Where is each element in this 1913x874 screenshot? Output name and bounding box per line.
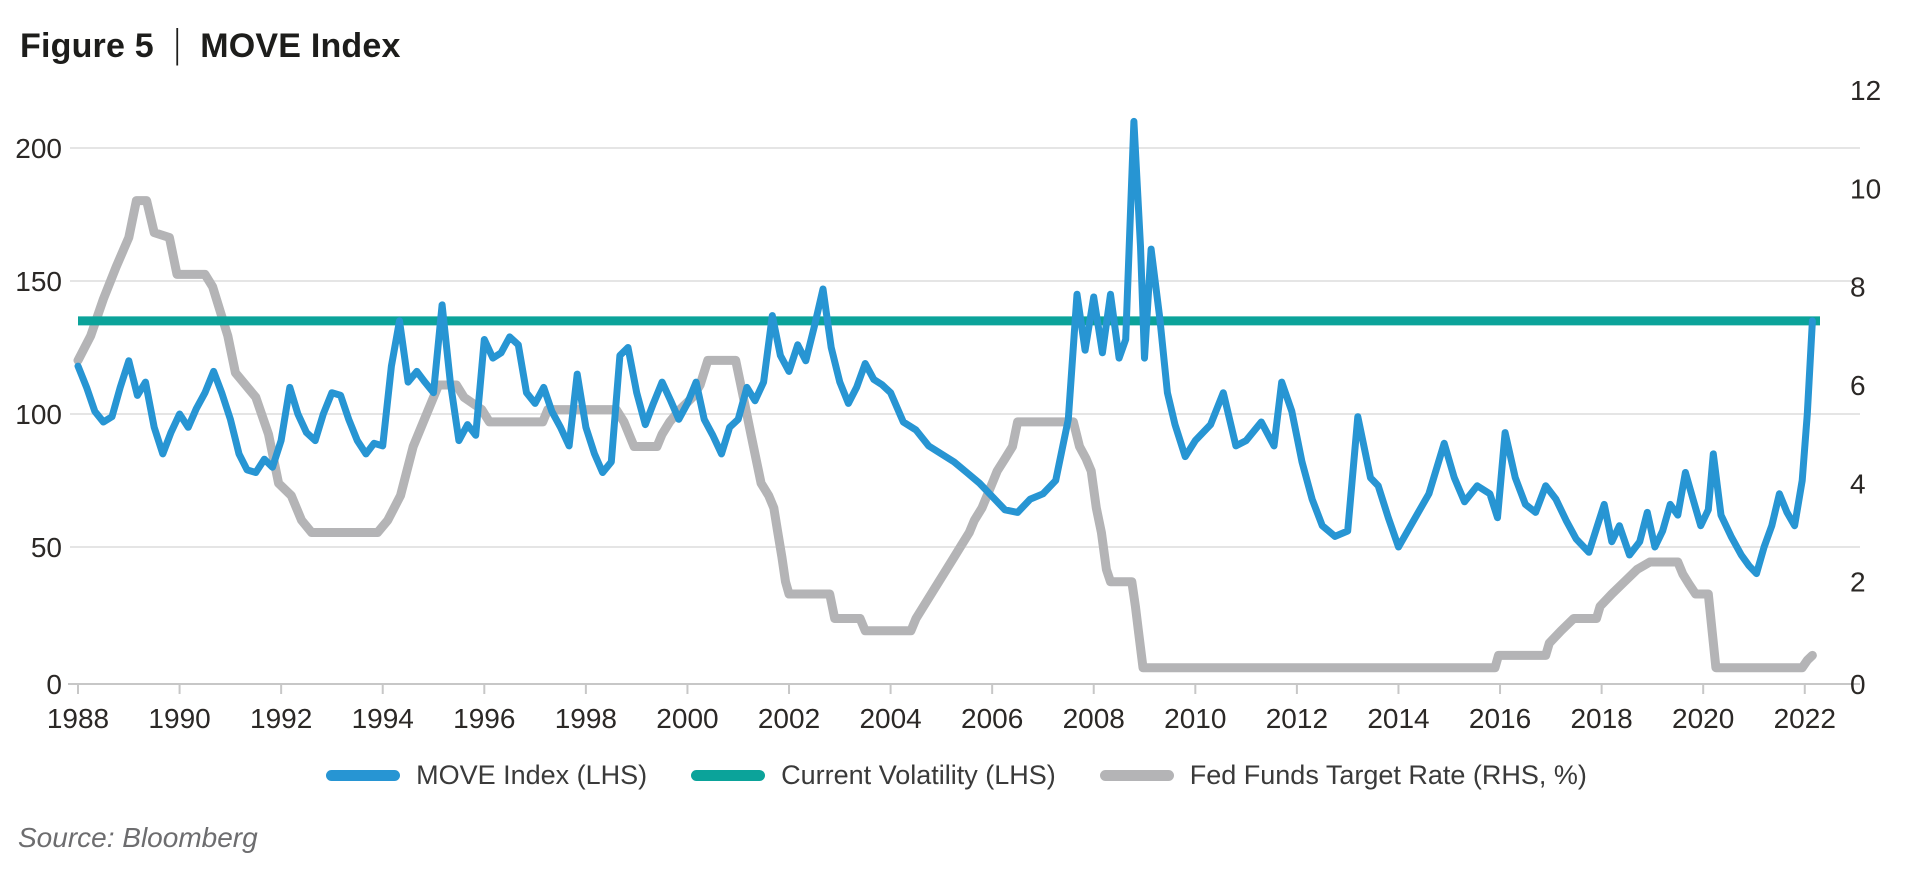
current-volatility-swatch-icon (691, 770, 766, 781)
chart-area: 1988 1990 1992 1994 1996 1998 2000 2002 2004 2006… (15, 75, 1881, 734)
left-axis-tick-label: 50 (31, 532, 62, 563)
legend-item-current-volatility: Current Volatility (LHS) (691, 760, 1056, 791)
x-tick-label: 2014 (1367, 703, 1429, 734)
left-axis-tick-label: 150 (15, 266, 62, 297)
right-axis-tick-label: 6 (1850, 370, 1866, 401)
fed-funds-swatch-icon (1099, 770, 1174, 781)
legend: MOVE Index (LHS) Current Volatility (LHS… (0, 760, 1913, 791)
chart-title: MOVE Index (200, 27, 401, 65)
left-axis-tick-label: 0 (46, 669, 62, 700)
legend-item-move-index: MOVE Index (LHS) (326, 760, 647, 791)
x-tick-label: 2022 (1774, 703, 1836, 734)
x-tick-label: 2004 (859, 703, 921, 734)
x-tick-label: 1996 (453, 703, 515, 734)
x-tick-label: 1992 (250, 703, 312, 734)
series-line-move-index-lhs (74, 117, 1816, 578)
x-tick-label: 2010 (1164, 703, 1226, 734)
x-tick-label: 1994 (352, 703, 414, 734)
move-index-swatch-icon (326, 770, 401, 781)
source-note: Source: Bloomberg (18, 822, 258, 853)
series-line-fed-funds-target-rate-rhs (73, 196, 1817, 673)
right-axis-tick-label: 2 (1850, 567, 1866, 598)
x-tick-label: 2002 (758, 703, 820, 734)
x-tick-label: 2018 (1570, 703, 1632, 734)
left-axis-tick-label: 200 (15, 133, 62, 164)
x-tick-label: 2006 (961, 703, 1023, 734)
x-tick-label: 2016 (1469, 703, 1531, 734)
legend-label: Fed Funds Target Rate (RHS, %) (1189, 760, 1587, 790)
x-tick-label: 1988 (47, 703, 109, 734)
x-tick-label: 2000 (656, 703, 718, 734)
right-axis-tick-label: 10 (1850, 173, 1881, 204)
page-title: Figure 5 | MOVE Index (20, 22, 401, 69)
title-separator: | (174, 22, 180, 66)
x-tick-label: 2012 (1266, 703, 1328, 734)
legend-item-fed-funds: Fed Funds Target Rate (RHS, %) (1099, 760, 1587, 791)
right-axis-tick-label: 8 (1850, 272, 1866, 303)
figure-label: Figure 5 (20, 27, 154, 65)
right-axis-tick-label: 12 (1850, 75, 1881, 106)
legend-label: Current Volatility (LHS) (781, 760, 1056, 790)
x-tick-label: 1990 (148, 703, 210, 734)
x-tick-label: 1998 (555, 703, 617, 734)
right-axis-tick-label: 4 (1850, 468, 1866, 499)
left-axis-tick-label: 100 (15, 399, 62, 430)
x-tick-label: 2008 (1063, 703, 1125, 734)
legend-label: MOVE Index (LHS) (416, 760, 648, 790)
x-tick-label: 2020 (1672, 703, 1734, 734)
chart-svg: 1988 1990 1992 1994 1996 1998 2000 2002 2004 2006… (15, 75, 1881, 734)
right-axis-tick-label: 0 (1850, 669, 1866, 700)
